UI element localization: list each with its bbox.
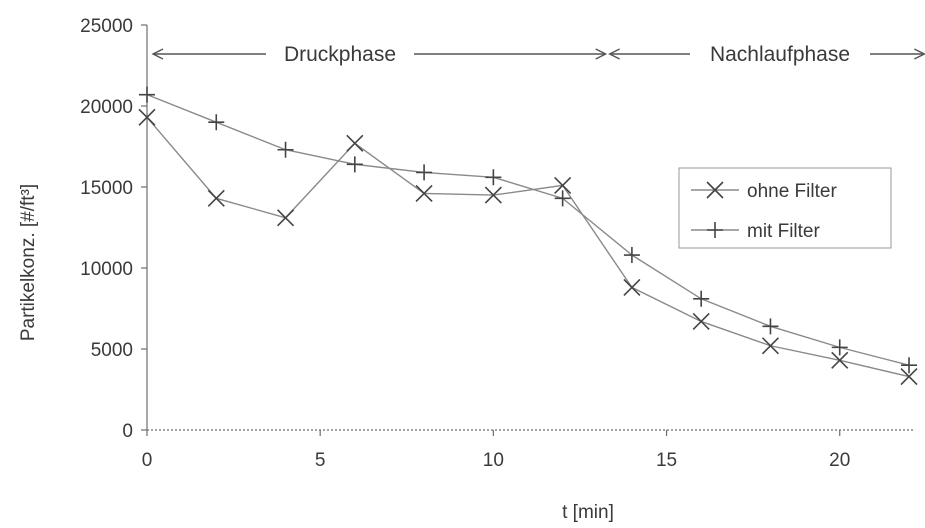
data-point-x-marker [207,189,225,207]
data-point-x-marker [276,209,295,227]
phase-arrow-head-left [608,48,620,60]
data-point-plus-marker [416,164,433,181]
data-point-x-marker [346,134,364,152]
x-tick-label: 5 [315,450,326,471]
legend-label: mit Filter [747,221,821,242]
data-point-plus-marker [623,247,640,264]
phase-label: Nachlaufphase [710,43,850,66]
data-point-plus-marker [901,357,917,374]
x-tick-label: 15 [656,450,677,471]
y-tick-label: 5000 [91,340,133,361]
series-line [146,94,910,366]
data-point-plus-marker [693,290,710,307]
series-ohne-filter [138,108,918,386]
y-tick-label: 15000 [80,178,133,199]
data-point-x-marker [706,181,724,199]
data-point-x-marker [415,184,433,203]
x-tick-label: 10 [483,450,504,471]
phase-arrow-head-left [151,48,164,60]
data-point-x-marker [692,312,710,331]
phase-arrow-head-right [595,48,608,60]
y-axis-label: Partikelkonz. [#/ft³] [18,184,39,341]
y-tick-label: 25000 [80,16,133,37]
x-tick-label: 20 [829,450,850,471]
data-point-plus-marker [831,339,848,356]
series-line [146,116,910,378]
phase-arrow-head-right [914,48,925,60]
data-point-x-marker [831,351,849,369]
data-point-plus-marker [208,114,225,131]
data-point-x-marker [138,108,156,126]
data-point-x-marker [900,367,918,386]
data-point-x-marker [484,186,502,204]
data-point-plus-marker [277,141,294,158]
data-point-plus-marker [554,190,571,207]
series-mit-filter [139,86,917,374]
data-point-x-marker [761,337,780,355]
data-point-plus-marker [485,169,502,186]
legend: ohne Filter mit Filter [678,167,892,249]
data-point-plus-marker [707,222,723,238]
data-point-plus-marker [139,86,155,103]
phase-annotations: Druckphase Nachlaufphase [151,43,925,66]
series-group [138,86,918,386]
data-point-plus-marker [346,156,363,173]
x-tick-label: 0 [142,450,153,471]
y-tick-label: 0 [122,421,133,442]
y-tick-label: 20000 [80,97,133,118]
axes: 0 5000 10000 15000 20000 25000 0 5 10 15 20 [80,16,915,471]
x-axis-label: t [min] [562,502,614,523]
phase-label: Druckphase [284,43,396,66]
data-point-x-marker [623,278,641,297]
legend-label: ohne Filter [747,181,837,202]
data-point-plus-marker [762,318,779,335]
data-point-x-marker [554,176,572,194]
y-tick-label: 10000 [80,259,133,280]
